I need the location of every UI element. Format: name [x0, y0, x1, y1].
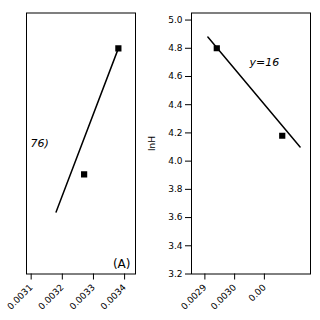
- svg-text:y=16: y=16: [249, 56, 280, 69]
- svg-text:0.0029: 0.0029: [179, 282, 209, 312]
- svg-text:0.0032: 0.0032: [36, 282, 65, 311]
- svg-text:0.0031: 0.0031: [5, 282, 34, 311]
- svg-text:3.2: 3.2: [168, 269, 182, 279]
- svg-text:5.0: 5.0: [168, 15, 183, 25]
- svg-text:0.0030: 0.0030: [209, 282, 239, 312]
- svg-text:lnH: lnH: [147, 136, 157, 151]
- svg-text:4.2: 4.2: [168, 128, 182, 138]
- svg-text:4.0: 4.0: [168, 156, 183, 166]
- svg-text:0.0034: 0.0034: [99, 282, 129, 312]
- svg-text:4.4: 4.4: [168, 100, 183, 110]
- svg-text:3.6: 3.6: [168, 212, 183, 222]
- svg-text:(A): (A): [113, 257, 131, 271]
- svg-text:0.00: 0.00: [247, 282, 268, 303]
- svg-text:4.6: 4.6: [168, 71, 183, 81]
- svg-text:0.0033: 0.0033: [68, 282, 97, 311]
- svg-text:3.4: 3.4: [168, 241, 183, 251]
- svg-text:76): 76): [31, 137, 49, 150]
- svg-text:3.8: 3.8: [168, 184, 183, 194]
- svg-text:4.8: 4.8: [168, 43, 183, 53]
